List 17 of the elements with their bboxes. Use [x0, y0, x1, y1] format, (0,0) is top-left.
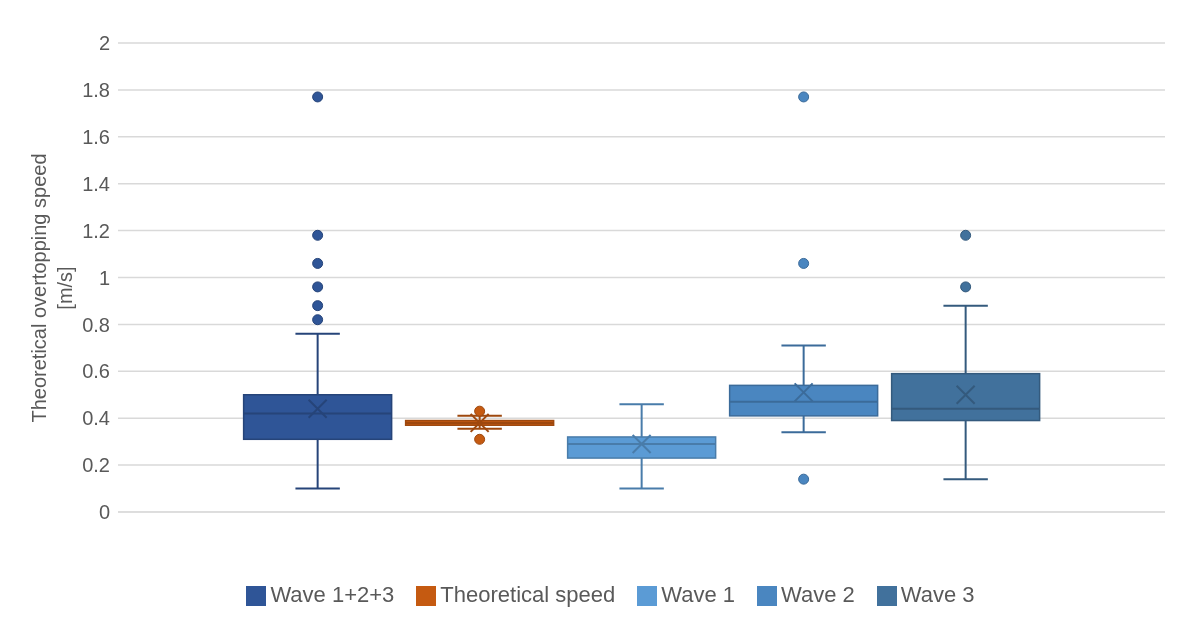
y-tick-label: 0.6: [82, 360, 110, 383]
y-tick-label: 1.4: [82, 172, 110, 195]
y-tick-label: 0.4: [82, 407, 110, 430]
y-tick-label: 0.8: [82, 313, 110, 336]
y-tick-label: 1: [98, 266, 110, 289]
legend-label: Wave 3: [900, 582, 975, 607]
y-tick-label: 1.2: [82, 219, 110, 242]
y-tick-label: 2: [98, 32, 110, 55]
y-tick-label: 0: [98, 501, 110, 524]
legend-label: Wave 1+2+3: [270, 582, 395, 607]
y-tick-label: 1.6: [82, 125, 110, 148]
y-axis-title: Theoretical overtopping speed [m/s]: [28, 153, 76, 423]
legend-label: Wave 1: [661, 582, 736, 607]
legend-label: Wave 2: [781, 582, 855, 607]
y-tick-label: 0.2: [82, 454, 110, 477]
legend-label: Theoretical speed: [440, 582, 616, 607]
y-tick-label: 1.8: [82, 79, 110, 101]
